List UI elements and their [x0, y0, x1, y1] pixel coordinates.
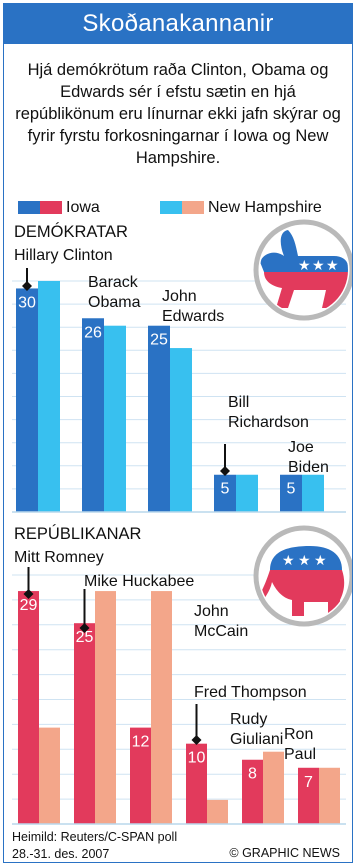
page-title: Skoðanakannanir	[82, 10, 274, 37]
value-label: 8	[248, 766, 257, 783]
svg-text:★: ★	[298, 552, 311, 568]
title-bar: Skoðanakannanir	[4, 4, 352, 44]
svg-text:★: ★	[326, 257, 339, 273]
category-label: Obama	[88, 294, 141, 311]
bar-new-hampshire	[263, 751, 284, 824]
bar-new-hampshire	[39, 727, 60, 824]
svg-text:★: ★	[298, 257, 311, 273]
category-label: Richardson	[228, 414, 309, 431]
intro-text: Hjá demókrötum raða Clinton, Obama og Ed…	[15, 61, 341, 167]
poll-bar-chart: DEMÓKRATAR 30 Hillary Clinton 26 Barack Obama…	[12, 219, 352, 825]
bar-iowa	[148, 325, 170, 512]
category-label: Giuliani	[230, 731, 283, 748]
value-label: 26	[84, 324, 102, 341]
bar-new-hampshire	[170, 348, 192, 512]
value-label: 12	[132, 734, 150, 751]
panel-title: DEMÓKRATAR	[14, 222, 128, 241]
category-label: Hillary Clinton	[14, 247, 113, 264]
category-label: Ron	[284, 726, 313, 743]
credit-text: © GRAPHIC NEWS	[229, 846, 340, 860]
label-pointer-tip	[191, 735, 202, 745]
bar-new-hampshire	[207, 799, 228, 824]
value-label: 5	[221, 481, 230, 498]
republicans-chart: REPÚBLIKANAR 29 Mitt Romney 25 Mike Huckabee…	[12, 524, 346, 825]
label-pointer-tip	[22, 281, 32, 291]
legend-swatch-nh-dem	[160, 201, 182, 214]
bar-new-hampshire	[95, 591, 116, 824]
svg-text:★: ★	[314, 552, 327, 568]
value-label: 29	[20, 597, 38, 614]
value-label: 25	[150, 332, 168, 349]
bar-new-hampshire	[319, 767, 340, 824]
category-label: John	[162, 288, 197, 305]
source-date: 28.-31. des. 2007	[12, 847, 110, 861]
value-label: 10	[188, 750, 206, 767]
bar-iowa	[280, 474, 302, 512]
category-label: Edwards	[162, 308, 224, 325]
category-label: McCain	[194, 623, 248, 640]
legend-label-iowa: Iowa	[66, 199, 100, 216]
infographic-frame: Skoðanakannanir Hjá demókrötum raða Clin…	[3, 3, 353, 863]
panel-title: REPÚBLIKANAR	[14, 524, 142, 543]
value-label: 7	[304, 774, 313, 791]
bar-iowa	[16, 288, 38, 512]
legend-swatch-iowa-dem	[18, 201, 40, 214]
bar-new-hampshire	[302, 474, 324, 512]
bar-new-hampshire	[38, 281, 60, 512]
category-label: Bill	[228, 394, 249, 411]
category-label: Fred Thompson	[194, 684, 307, 701]
source-line: Heimild: Reuters/C-SPAN poll	[12, 830, 178, 844]
svg-text:★: ★	[282, 552, 295, 568]
value-label: 5	[287, 481, 296, 498]
democrats-chart: DEMÓKRATAR 30 Hillary Clinton 26 Barack Obama…	[12, 222, 346, 513]
bar-new-hampshire	[236, 474, 258, 512]
category-label: Biden	[288, 459, 329, 476]
bar-new-hampshire	[104, 325, 126, 512]
category-label: Rudy	[230, 711, 267, 728]
category-label: Mitt Romney	[14, 549, 104, 566]
category-label: Paul	[284, 746, 316, 763]
category-label: Joe	[288, 439, 314, 456]
label-pointer-tip	[79, 623, 90, 633]
svg-text:★: ★	[312, 257, 325, 273]
value-label: 30	[18, 294, 36, 311]
label-pointer-tip	[23, 589, 34, 599]
legend-swatch-nh-rep	[182, 201, 204, 214]
bar-iowa	[130, 727, 151, 824]
bar-iowa	[242, 759, 263, 824]
bar-iowa	[18, 591, 39, 824]
legend-label-new-hampshire: New Hampshire	[208, 199, 322, 216]
legend-swatch-iowa-rep	[40, 201, 62, 214]
bar-iowa	[214, 474, 236, 512]
label-pointer-tip	[220, 466, 230, 476]
bar-iowa	[298, 767, 319, 824]
bar-new-hampshire	[151, 591, 172, 824]
source-note: Heimild: Reuters/C-SPAN poll 28.-31. des…	[12, 829, 178, 862]
bar-iowa	[74, 623, 95, 824]
category-label: John	[194, 603, 229, 620]
value-label: 25	[76, 629, 94, 646]
elephant-icon: ★ ★ ★	[253, 525, 352, 627]
donkey-icon: ★ ★ ★	[253, 219, 352, 321]
category-label: Mike Huckabee	[84, 573, 194, 590]
category-label: Barack	[88, 274, 139, 291]
bar-iowa	[186, 743, 207, 824]
bar-iowa	[82, 318, 104, 512]
